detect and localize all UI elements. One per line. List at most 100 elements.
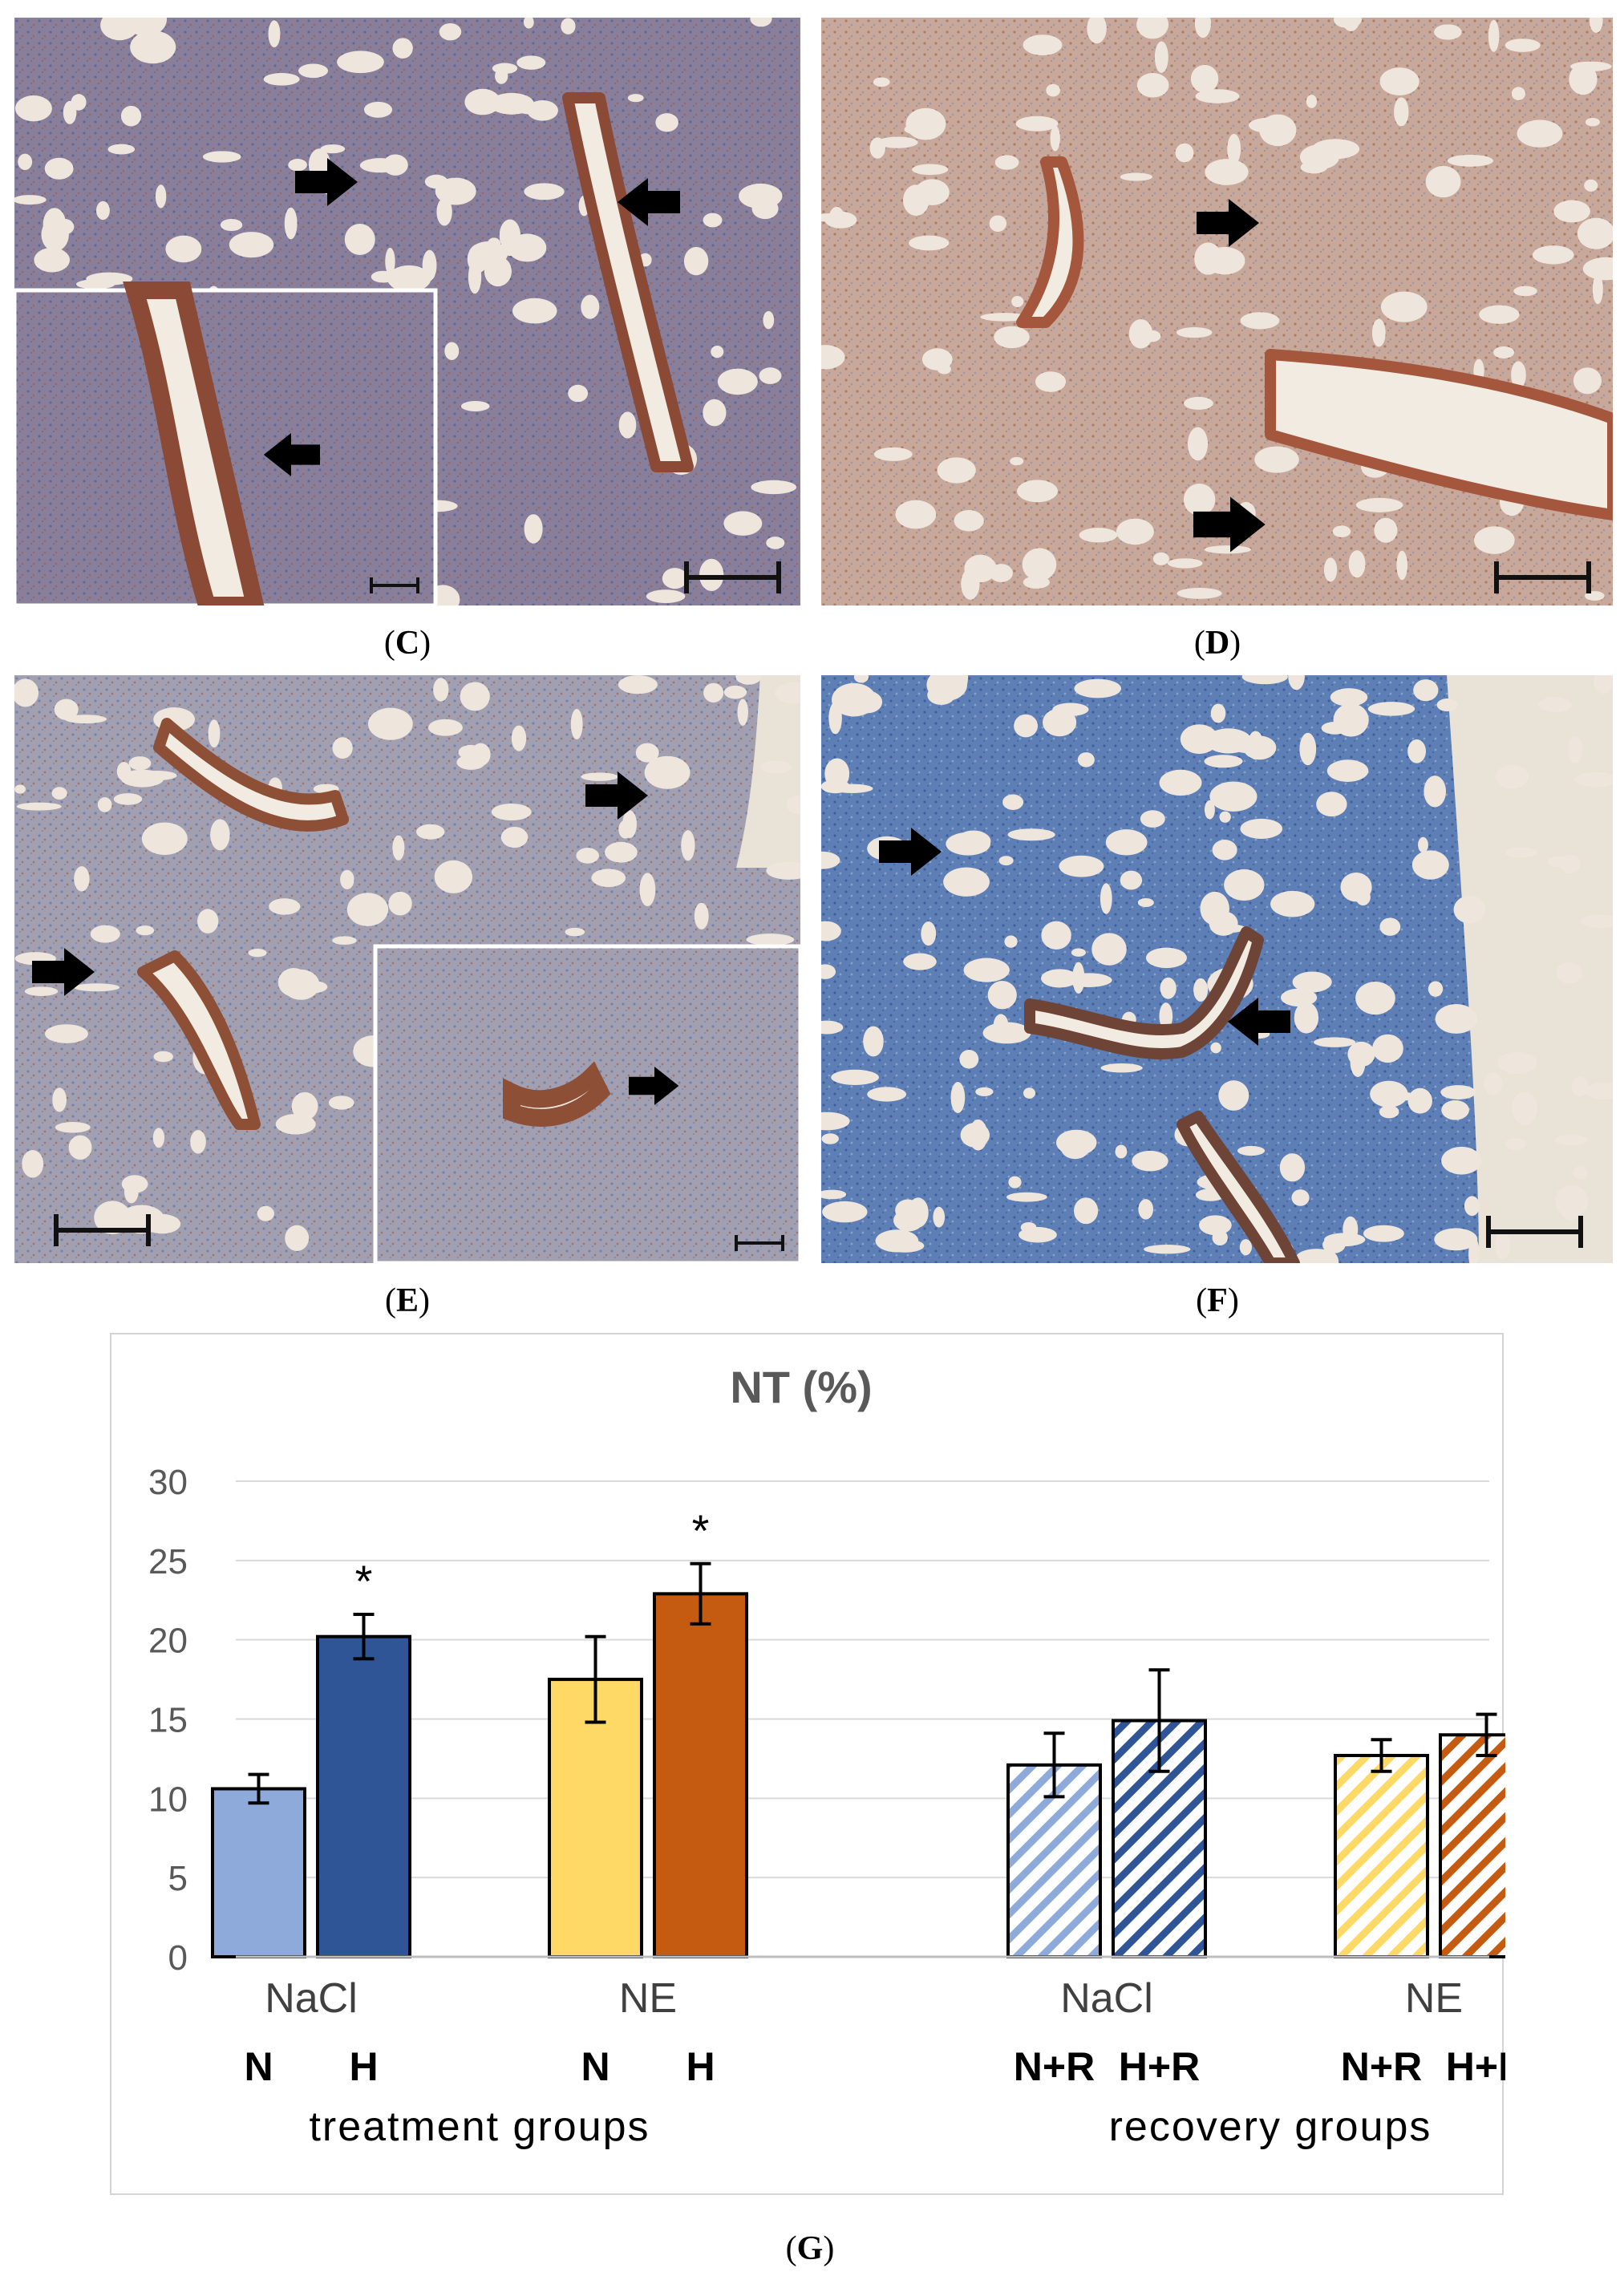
alveolar-space xyxy=(1505,38,1541,52)
group-label: NaCl xyxy=(265,1975,358,2022)
y-tick-label: 10 xyxy=(148,1780,188,1819)
alveolar-space xyxy=(1023,1087,1036,1099)
alveolar-space xyxy=(484,256,512,287)
alveolar-space xyxy=(328,1095,354,1110)
alveolar-space xyxy=(1532,245,1574,265)
alveolar-space xyxy=(759,760,792,774)
alveolar-space xyxy=(926,675,967,701)
alveolar-space xyxy=(119,1205,165,1234)
alveolar-space xyxy=(980,313,1028,322)
alveolar-space xyxy=(1100,883,1112,914)
alveolar-space xyxy=(511,725,527,751)
alveolar-space xyxy=(1132,1150,1168,1172)
alveolar-space xyxy=(1294,1002,1319,1034)
alveolar-space xyxy=(495,68,508,84)
alveolar-space xyxy=(34,247,71,273)
alveolar-space xyxy=(1002,794,1024,811)
alveolar-space xyxy=(1582,257,1613,281)
alveolar-space xyxy=(1199,1215,1232,1236)
alveolar-space xyxy=(14,195,47,205)
alveolar-space xyxy=(1589,18,1603,33)
alveolar-space xyxy=(288,159,307,172)
alveolar-space xyxy=(1355,497,1403,512)
alveolar-space xyxy=(468,260,482,294)
alveolar-space xyxy=(937,457,976,484)
alveolar-space xyxy=(1023,576,1050,589)
alveolar-space xyxy=(591,869,626,888)
alveolar-space xyxy=(828,702,842,735)
bar-label: H+R xyxy=(1446,2044,1505,2089)
alveolar-space xyxy=(1055,1129,1097,1156)
alveolar-space xyxy=(320,144,346,154)
alveolar-space xyxy=(1160,977,1176,999)
bar xyxy=(653,1592,748,1958)
alveolar-space xyxy=(489,92,534,115)
panel-label-f: (F) xyxy=(1196,1282,1239,1319)
alveolar-space xyxy=(1237,1145,1266,1156)
panel-label-d: (D) xyxy=(1193,625,1241,662)
alveolar-space xyxy=(1079,528,1118,543)
bronchiole xyxy=(1024,926,1264,1060)
alveolar-space xyxy=(1240,312,1280,330)
alveolar-space xyxy=(523,18,534,29)
bar-label: N xyxy=(581,2044,610,2089)
alveolar-space xyxy=(458,744,483,760)
alveolar-space xyxy=(1538,697,1573,713)
alveolar-space xyxy=(1367,702,1415,716)
alveolar-space xyxy=(100,18,139,41)
alveolar-space xyxy=(1218,1080,1249,1111)
alveolar-space xyxy=(1488,19,1500,52)
arrow-icon xyxy=(585,771,648,820)
alveolar-space xyxy=(775,682,800,704)
alveolar-space xyxy=(332,936,357,946)
alveolar-space xyxy=(681,830,695,861)
alveolar-space xyxy=(1464,1196,1480,1217)
alveolar-space xyxy=(703,399,727,427)
alveolar-space xyxy=(909,235,950,251)
alveolar-space xyxy=(751,480,796,495)
alveolar-space xyxy=(1010,456,1024,466)
alveolar-space xyxy=(392,38,413,59)
alveolar-space xyxy=(220,218,243,232)
alveolar-space xyxy=(1574,771,1613,788)
inset-magnification xyxy=(14,281,438,605)
alveolar-space xyxy=(739,183,783,209)
alveolar-space xyxy=(1517,119,1563,148)
alveolar-space xyxy=(746,933,795,946)
alveolar-space xyxy=(821,964,836,979)
alveolar-space xyxy=(1447,154,1494,167)
alveolar-space xyxy=(141,822,188,856)
alveolar-space xyxy=(1240,818,1283,839)
bar xyxy=(211,1787,306,1958)
alveolar-space xyxy=(22,1149,44,1178)
alveolar-space xyxy=(581,772,618,781)
alveolar-space xyxy=(1484,1072,1503,1095)
alveolar-space xyxy=(1584,179,1598,192)
alveolar-space xyxy=(1046,83,1060,97)
alveolar-space xyxy=(1505,847,1537,858)
alveolar-space xyxy=(359,158,400,173)
bar-label: N+R xyxy=(1014,2044,1095,2089)
alveolar-space xyxy=(1441,1146,1482,1175)
alveolar-space xyxy=(1407,739,1427,763)
alveolar-space xyxy=(1594,675,1613,694)
alveolar-space xyxy=(759,367,782,384)
alveolar-space xyxy=(1571,1076,1589,1097)
alveolar-space xyxy=(1077,752,1095,767)
alveolar-space xyxy=(1334,18,1363,29)
alveolar-space xyxy=(1374,517,1398,543)
alveolar-space xyxy=(332,737,353,759)
panel-label-g: (G) xyxy=(785,2230,835,2267)
alveolar-space xyxy=(14,784,26,794)
alveolar-space xyxy=(963,958,1010,982)
micrograph-panel-e xyxy=(14,675,800,1263)
alveolar-space xyxy=(1019,1227,1057,1243)
alveolar-space xyxy=(64,715,107,724)
alveolar-space xyxy=(1323,557,1338,582)
alveolar-space xyxy=(1138,1199,1154,1220)
alveolar-space xyxy=(1190,64,1219,93)
alveolar-space xyxy=(1014,714,1039,738)
alveolar-space xyxy=(1091,933,1127,966)
alveolar-space xyxy=(1299,732,1317,766)
